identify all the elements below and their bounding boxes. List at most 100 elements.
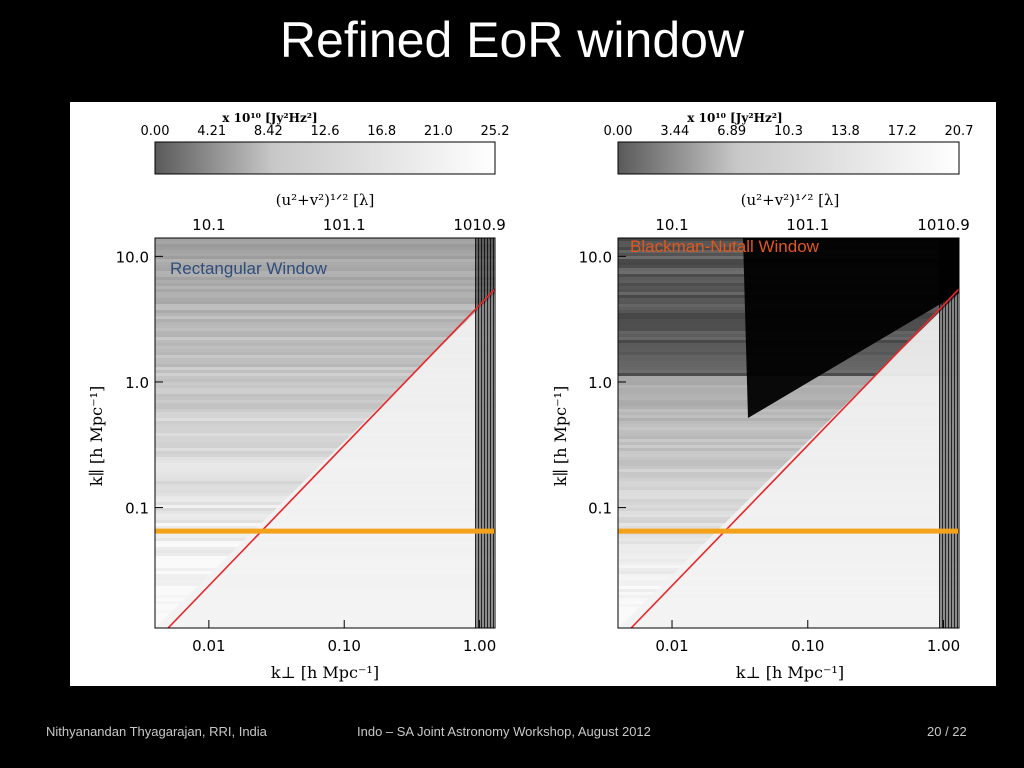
- colorbar-tick-label: 17.2: [888, 124, 917, 139]
- x-tick-label: 0.01: [192, 637, 225, 655]
- y-axis-label: k∥ [h Mpc⁻¹]: [87, 386, 106, 487]
- figure-panel: x 10¹⁰ [Jy²Hz²] 0.00 4.21 8.42 12.6 16.8 21.0…: [70, 102, 996, 686]
- edge-stripe: [479, 238, 481, 628]
- dark-region: [743, 238, 959, 418]
- colorbar-tick-label: 25.2: [481, 124, 510, 139]
- heatmap-row: [155, 418, 495, 421]
- x-tick-label: 0.10: [791, 637, 824, 655]
- heatmap-row: [155, 448, 495, 451]
- heatmap-row: [155, 244, 495, 247]
- heatmap-row: [618, 412, 959, 415]
- y-tick-label: 1.0: [588, 374, 612, 392]
- heatmap-row: [155, 379, 495, 382]
- heatmap-row: [618, 430, 959, 433]
- heatmap-row: [155, 406, 495, 409]
- edge-stripe: [484, 238, 485, 628]
- heatmap-row: [618, 415, 959, 418]
- edge-stripe: [493, 238, 494, 628]
- edge-stripe: [954, 238, 955, 628]
- colorbar-tick-label: 10.3: [774, 124, 803, 139]
- heatmap-row: [155, 262, 495, 265]
- heatmap-row: [155, 304, 495, 307]
- edge-stripe: [481, 238, 482, 628]
- heatmap-row: [155, 268, 495, 271]
- y-tick-label: 1.0: [125, 374, 149, 392]
- heatmap-row: [155, 343, 495, 346]
- heatmap-row: [618, 403, 959, 406]
- heatmap-row: [618, 442, 959, 445]
- edge-stripe: [948, 238, 949, 628]
- heatmap-image: [617, 237, 960, 629]
- heatmap-row: [155, 391, 495, 394]
- edge-stripe: [951, 238, 952, 628]
- heatmap-row: [155, 439, 495, 442]
- heatmap-row: [618, 445, 959, 448]
- footer-page-number: 20 / 22: [927, 724, 967, 739]
- heatmap-row: [618, 439, 959, 442]
- edge-stripe: [478, 238, 479, 628]
- heatmap-row: [618, 433, 959, 436]
- heatmap-row: [155, 289, 495, 292]
- edge-stripe: [945, 238, 946, 628]
- heatmap-row: [155, 265, 495, 268]
- heatmap-row: [155, 253, 495, 256]
- colorbar-tick-label: 0.00: [604, 124, 633, 139]
- top-tick-label: 10.1: [655, 216, 688, 234]
- heatmap-row: [618, 400, 959, 403]
- colorbar-tick-label: 13.8: [831, 124, 860, 139]
- heatmap-row: [155, 250, 495, 253]
- heatmap-row: [155, 334, 495, 337]
- heatmap-row: [618, 406, 959, 409]
- heatmap-row: [155, 298, 495, 301]
- heatmap-row: [618, 448, 959, 451]
- panel-title: Blackman-Nutall Window: [630, 237, 820, 256]
- heatmap-row: [155, 451, 495, 454]
- colorbar: [154, 141, 496, 175]
- colorbar-tick-label: 8.42: [254, 124, 283, 139]
- footer-author: Nithyanandan Thyagarajan, RRI, India: [46, 724, 267, 739]
- heatmap-row: [155, 376, 495, 379]
- heatmap-row: [155, 358, 495, 361]
- colorbar-tick-label: 12.6: [311, 124, 340, 139]
- edge-stripe: [475, 238, 476, 628]
- edge-stripe: [491, 238, 493, 628]
- plot-frame: [617, 237, 960, 629]
- colorbar-tick-label: 4.21: [197, 124, 226, 139]
- heatmap-row: [618, 397, 959, 400]
- edge-stripe: [939, 238, 940, 628]
- heatmap-row: [618, 394, 959, 397]
- heatmap-row: [155, 301, 495, 304]
- x-tick-label: 0.01: [655, 637, 688, 655]
- wedge-line: [167, 288, 495, 628]
- edge-stripe: [949, 238, 951, 628]
- x-axis-label: k⊥ [h Mpc⁻¹]: [736, 663, 844, 682]
- heatmap-row: [155, 424, 495, 427]
- heatmap-row: [618, 418, 959, 421]
- heatmap-row: [155, 442, 495, 445]
- heatmap-row: [618, 457, 959, 460]
- heatmap-row: [155, 292, 495, 295]
- heatmap-row: [155, 313, 495, 316]
- figure-svg: x 10¹⁰ [Jy²Hz²] 0.00 4.21 8.42 12.6 16.8 21.0…: [87, 111, 973, 682]
- heatmap-row: [618, 451, 959, 454]
- heatmap-row: [155, 373, 495, 376]
- top-axis-label: (u²+v²)¹ᐟ² [λ]: [276, 191, 375, 209]
- heatmap-row: [155, 361, 495, 364]
- colorbar-tick-label: 6.89: [717, 124, 746, 139]
- heatmap-row: [155, 415, 495, 418]
- top-tick-label: 101.1: [323, 216, 366, 234]
- heatmap-row: [155, 256, 495, 259]
- heatmap-row: [155, 247, 495, 250]
- edge-stripe: [943, 238, 945, 628]
- heatmap-row: [155, 403, 495, 406]
- edge-stripe: [487, 238, 488, 628]
- footer-event: Indo – SA Joint Astronomy Workshop, Augu…: [357, 724, 651, 739]
- heatmap-row: [155, 421, 495, 424]
- heatmap-row: [155, 307, 495, 310]
- y-axis-label: k∥ [h Mpc⁻¹]: [551, 386, 570, 487]
- colorbar-tick-label: 3.44: [660, 124, 689, 139]
- heatmap-row: [155, 331, 495, 334]
- heatmap-row: [155, 277, 495, 280]
- heatmap-row: [155, 457, 495, 460]
- heatmap-row: [155, 352, 495, 355]
